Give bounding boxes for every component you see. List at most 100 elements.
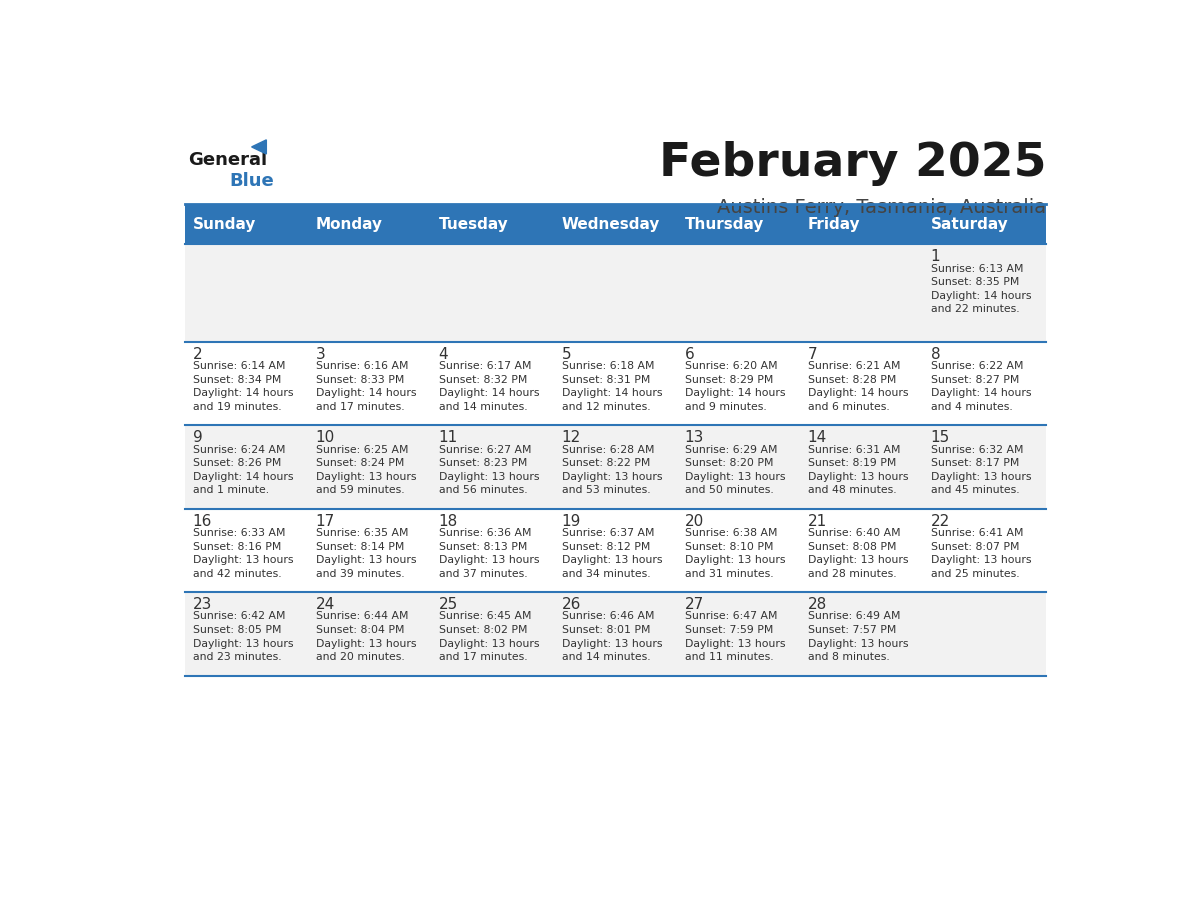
Text: Sunrise: 6:25 AM
Sunset: 8:24 PM
Daylight: 13 hours
and 59 minutes.: Sunrise: 6:25 AM Sunset: 8:24 PM Dayligh… — [316, 444, 416, 496]
Bar — [555, 244, 677, 342]
Text: Sunrise: 6:32 AM
Sunset: 8:17 PM
Daylight: 13 hours
and 45 minutes.: Sunrise: 6:32 AM Sunset: 8:17 PM Dayligh… — [930, 444, 1031, 496]
Text: 14: 14 — [808, 431, 827, 445]
Text: Blue: Blue — [229, 172, 274, 190]
Bar — [309, 342, 431, 425]
Text: 5: 5 — [562, 347, 571, 362]
Text: 13: 13 — [684, 431, 704, 445]
Text: Sunrise: 6:40 AM
Sunset: 8:08 PM
Daylight: 13 hours
and 28 minutes.: Sunrise: 6:40 AM Sunset: 8:08 PM Dayligh… — [808, 528, 908, 578]
Text: Sunrise: 6:38 AM
Sunset: 8:10 PM
Daylight: 13 hours
and 31 minutes.: Sunrise: 6:38 AM Sunset: 8:10 PM Dayligh… — [684, 528, 785, 578]
Text: Sunrise: 6:29 AM
Sunset: 8:20 PM
Daylight: 13 hours
and 50 minutes.: Sunrise: 6:29 AM Sunset: 8:20 PM Dayligh… — [684, 444, 785, 496]
Text: 22: 22 — [930, 514, 950, 529]
Text: Sunrise: 6:35 AM
Sunset: 8:14 PM
Daylight: 13 hours
and 39 minutes.: Sunrise: 6:35 AM Sunset: 8:14 PM Dayligh… — [316, 528, 416, 578]
Text: Monday: Monday — [316, 217, 383, 232]
Bar — [309, 425, 431, 509]
Text: Sunrise: 6:49 AM
Sunset: 7:57 PM
Daylight: 13 hours
and 8 minutes.: Sunrise: 6:49 AM Sunset: 7:57 PM Dayligh… — [808, 611, 908, 662]
Text: 2: 2 — [192, 347, 202, 362]
Text: 23: 23 — [192, 598, 213, 612]
Text: 1: 1 — [930, 250, 940, 264]
Text: 8: 8 — [930, 347, 940, 362]
Text: 27: 27 — [684, 598, 703, 612]
Text: 9: 9 — [192, 431, 202, 445]
Text: Thursday: Thursday — [684, 217, 764, 232]
Text: Sunrise: 6:33 AM
Sunset: 8:16 PM
Daylight: 13 hours
and 42 minutes.: Sunrise: 6:33 AM Sunset: 8:16 PM Dayligh… — [192, 528, 293, 578]
Text: 25: 25 — [438, 598, 457, 612]
Text: 17: 17 — [316, 514, 335, 529]
Text: Sunrise: 6:20 AM
Sunset: 8:29 PM
Daylight: 14 hours
and 9 minutes.: Sunrise: 6:20 AM Sunset: 8:29 PM Dayligh… — [684, 361, 785, 412]
Bar — [185, 592, 309, 676]
Text: Sunrise: 6:45 AM
Sunset: 8:02 PM
Daylight: 13 hours
and 17 minutes.: Sunrise: 6:45 AM Sunset: 8:02 PM Dayligh… — [438, 611, 539, 662]
Bar — [555, 592, 677, 676]
Text: 20: 20 — [684, 514, 703, 529]
Text: Sunrise: 6:22 AM
Sunset: 8:27 PM
Daylight: 14 hours
and 4 minutes.: Sunrise: 6:22 AM Sunset: 8:27 PM Dayligh… — [930, 361, 1031, 412]
Text: Sunrise: 6:17 AM
Sunset: 8:32 PM
Daylight: 14 hours
and 14 minutes.: Sunrise: 6:17 AM Sunset: 8:32 PM Dayligh… — [438, 361, 539, 412]
Bar — [309, 244, 431, 342]
Text: Sunrise: 6:46 AM
Sunset: 8:01 PM
Daylight: 13 hours
and 14 minutes.: Sunrise: 6:46 AM Sunset: 8:01 PM Dayligh… — [562, 611, 662, 662]
Bar — [677, 509, 801, 592]
Bar — [185, 244, 309, 342]
Text: 19: 19 — [562, 514, 581, 529]
Bar — [923, 425, 1047, 509]
Text: Sunrise: 6:44 AM
Sunset: 8:04 PM
Daylight: 13 hours
and 20 minutes.: Sunrise: 6:44 AM Sunset: 8:04 PM Dayligh… — [316, 611, 416, 662]
Polygon shape — [252, 140, 266, 154]
Text: Sunrise: 6:27 AM
Sunset: 8:23 PM
Daylight: 13 hours
and 56 minutes.: Sunrise: 6:27 AM Sunset: 8:23 PM Dayligh… — [438, 444, 539, 496]
Text: General: General — [188, 151, 267, 169]
Text: 24: 24 — [316, 598, 335, 612]
Text: 7: 7 — [808, 347, 817, 362]
Text: 18: 18 — [438, 514, 457, 529]
Bar — [677, 244, 801, 342]
Bar — [677, 592, 801, 676]
Bar — [431, 425, 555, 509]
Bar — [309, 592, 431, 676]
Text: 28: 28 — [808, 598, 827, 612]
Bar — [555, 425, 677, 509]
Bar — [185, 425, 309, 509]
Bar — [677, 425, 801, 509]
Bar — [923, 244, 1047, 342]
Text: 26: 26 — [562, 598, 581, 612]
Text: Austins Ferry, Tasmania, Australia: Austins Ferry, Tasmania, Australia — [718, 198, 1047, 218]
Bar — [185, 342, 309, 425]
Text: Sunrise: 6:28 AM
Sunset: 8:22 PM
Daylight: 13 hours
and 53 minutes.: Sunrise: 6:28 AM Sunset: 8:22 PM Dayligh… — [562, 444, 662, 496]
Text: 16: 16 — [192, 514, 213, 529]
Text: Sunrise: 6:16 AM
Sunset: 8:33 PM
Daylight: 14 hours
and 17 minutes.: Sunrise: 6:16 AM Sunset: 8:33 PM Dayligh… — [316, 361, 416, 412]
Bar — [801, 509, 923, 592]
Bar — [801, 244, 923, 342]
Bar — [677, 342, 801, 425]
Bar — [309, 509, 431, 592]
Bar — [801, 342, 923, 425]
Text: 21: 21 — [808, 514, 827, 529]
Text: 6: 6 — [684, 347, 694, 362]
Text: Sunrise: 6:14 AM
Sunset: 8:34 PM
Daylight: 14 hours
and 19 minutes.: Sunrise: 6:14 AM Sunset: 8:34 PM Dayligh… — [192, 361, 293, 412]
Bar — [185, 204, 1047, 244]
Text: Saturday: Saturday — [930, 217, 1009, 232]
Bar — [555, 342, 677, 425]
Text: Tuesday: Tuesday — [438, 217, 508, 232]
Bar — [185, 509, 309, 592]
Text: Sunrise: 6:21 AM
Sunset: 8:28 PM
Daylight: 14 hours
and 6 minutes.: Sunrise: 6:21 AM Sunset: 8:28 PM Dayligh… — [808, 361, 908, 412]
Text: Sunrise: 6:41 AM
Sunset: 8:07 PM
Daylight: 13 hours
and 25 minutes.: Sunrise: 6:41 AM Sunset: 8:07 PM Dayligh… — [930, 528, 1031, 578]
Text: 4: 4 — [438, 347, 448, 362]
Bar — [801, 592, 923, 676]
Bar — [923, 342, 1047, 425]
Text: Sunrise: 6:42 AM
Sunset: 8:05 PM
Daylight: 13 hours
and 23 minutes.: Sunrise: 6:42 AM Sunset: 8:05 PM Dayligh… — [192, 611, 293, 662]
Text: Sunrise: 6:13 AM
Sunset: 8:35 PM
Daylight: 14 hours
and 22 minutes.: Sunrise: 6:13 AM Sunset: 8:35 PM Dayligh… — [930, 263, 1031, 314]
Bar — [431, 592, 555, 676]
Bar — [431, 342, 555, 425]
Bar — [801, 425, 923, 509]
Text: Sunday: Sunday — [192, 217, 257, 232]
Bar — [923, 509, 1047, 592]
Text: Sunrise: 6:24 AM
Sunset: 8:26 PM
Daylight: 14 hours
and 1 minute.: Sunrise: 6:24 AM Sunset: 8:26 PM Dayligh… — [192, 444, 293, 496]
Text: 10: 10 — [316, 431, 335, 445]
Text: 11: 11 — [438, 431, 457, 445]
Bar — [431, 244, 555, 342]
Text: Sunrise: 6:37 AM
Sunset: 8:12 PM
Daylight: 13 hours
and 34 minutes.: Sunrise: 6:37 AM Sunset: 8:12 PM Dayligh… — [562, 528, 662, 578]
Text: February 2025: February 2025 — [658, 140, 1047, 185]
Text: Friday: Friday — [808, 217, 860, 232]
Text: Sunrise: 6:31 AM
Sunset: 8:19 PM
Daylight: 13 hours
and 48 minutes.: Sunrise: 6:31 AM Sunset: 8:19 PM Dayligh… — [808, 444, 908, 496]
Bar — [431, 509, 555, 592]
Bar — [923, 592, 1047, 676]
Text: Wednesday: Wednesday — [562, 217, 661, 232]
Text: Sunrise: 6:36 AM
Sunset: 8:13 PM
Daylight: 13 hours
and 37 minutes.: Sunrise: 6:36 AM Sunset: 8:13 PM Dayligh… — [438, 528, 539, 578]
Text: 3: 3 — [316, 347, 326, 362]
Bar — [555, 509, 677, 592]
